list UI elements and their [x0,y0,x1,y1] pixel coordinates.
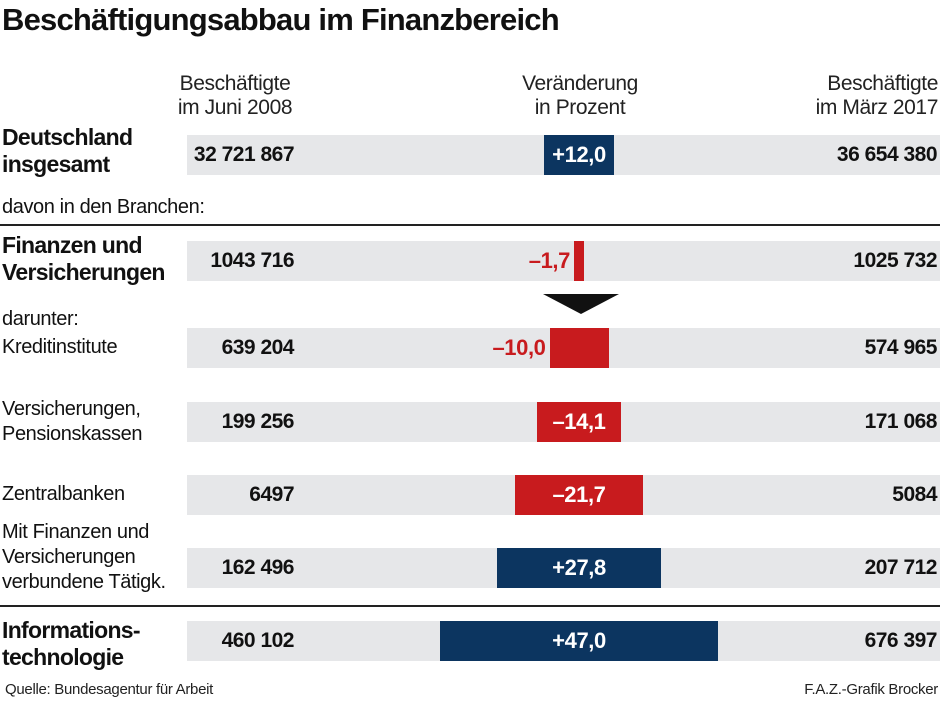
row-label-line: verbundene Tätigk. [2,571,166,593]
down-arrow-icon [543,294,619,314]
employed-2008-value: 162 496 [221,556,295,579]
row-label-line: Mit Finanzen und [2,521,150,543]
change-label: +12,0 [552,142,606,167]
row-label-line: Informations- [2,617,141,643]
section-label-darunter: darunter: [2,308,79,330]
change-label: –10,0 [492,335,546,360]
header-employed-2008-line2: im Juni 2008 [177,96,293,119]
employed-2008-value: 639 204 [221,336,295,359]
change-bar [514,475,643,515]
row-background [187,241,940,281]
row-label: Mit Finanzen und Versicherungen verbundene… [2,520,166,595]
employed-2008-value: 460 102 [221,629,295,652]
row-label: Kreditinstitute [2,335,118,360]
employed-2017-value: 207 712 [864,556,938,579]
row-label-line: Finanzen und [2,232,143,258]
row-label-line: Versicherungen [2,259,165,285]
section-label-davon: davon in den Branchen: [2,196,205,218]
change-bar [543,135,615,175]
row-label: Versicherungen, Pensionskassen [2,397,142,447]
employed-2008-value: 1043 716 [210,249,294,272]
row-label-line: Pensionskassen [2,423,143,445]
row-label-line: technologie [2,644,124,670]
change-bar [573,241,584,281]
row-label: Finanzen und Versicherungen [2,232,165,286]
employed-2017-value: 574 965 [864,336,938,359]
header-employed-2017-line1: Beschäftigte [827,72,938,95]
employed-2008-value: 32 721 867 [193,143,295,166]
header-change-percent: Veränderung in Prozent [505,72,655,120]
divider-line-bottom [0,605,940,607]
row-label: Deutschland insgesamt [2,124,133,178]
chart-title: Beschäftigungsabbau im Finanzbereich [2,2,560,37]
row-label: Informations-technologie [2,617,141,671]
header-change-percent-line2: in Prozent [534,96,626,119]
row-label: Zentralbanken [2,482,125,507]
employed-2017-value: 171 068 [864,410,938,433]
header-employed-2008-line1: Beschäftigte [179,72,291,95]
change-label: –21,7 [552,482,606,507]
employed-2008-value: 6497 [249,483,294,506]
row-label-line: Versicherungen [2,546,136,568]
row-label-line: insgesamt [2,151,110,177]
employed-2017-value: 1025 732 [853,249,937,272]
row-label-line: Deutschland [2,124,133,150]
row-label-line: Kreditinstitute [2,336,118,358]
employed-2017-value: 676 397 [864,629,938,652]
change-label: –14,1 [552,409,606,434]
header-employed-2008: Beschäftigte im Juni 2008 [175,72,295,120]
employed-2017-value: 36 654 380 [836,143,938,166]
row-label-line: Zentralbanken [2,483,125,505]
change-label: –1,7 [528,248,571,273]
change-bar [537,402,621,442]
credit-note: F.A.Z.-Grafik Brocker [804,681,938,698]
source-note: Quelle: Bundesagentur für Arbeit [5,681,214,698]
row-label-line: Versicherungen, [2,398,141,420]
header-employed-2017-line2: im März 2017 [815,96,939,119]
employed-2017-value: 5084 [892,483,937,506]
employed-2008-value: 199 256 [221,410,295,433]
header-employed-2017: Beschäftigte im März 2017 [780,72,939,120]
divider-line-top [0,224,940,226]
header-change-percent-line1: Veränderung [522,72,638,95]
change-label: +47,0 [552,628,606,653]
change-bar [440,621,718,661]
change-bar [549,328,609,368]
change-bar [496,548,661,588]
change-label: +27,8 [552,555,606,580]
